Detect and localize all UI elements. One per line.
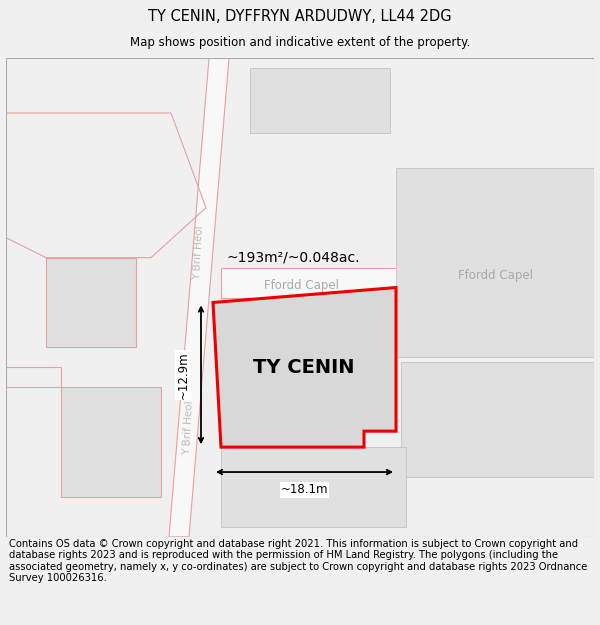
Text: ~193m²/~0.048ac.: ~193m²/~0.048ac. [226, 251, 359, 264]
Polygon shape [169, 58, 229, 537]
Polygon shape [250, 68, 390, 133]
Polygon shape [46, 258, 136, 348]
Polygon shape [396, 168, 596, 358]
Text: Contains OS data © Crown copyright and database right 2021. This information is : Contains OS data © Crown copyright and d… [9, 539, 587, 583]
Text: TY CENIN: TY CENIN [253, 358, 355, 377]
Text: ~12.9m: ~12.9m [176, 351, 190, 399]
Text: Map shows position and indicative extent of the property.: Map shows position and indicative extent… [130, 36, 470, 49]
Text: Y Brif Heol: Y Brif Heol [191, 225, 205, 280]
Polygon shape [401, 362, 596, 477]
Text: TY CENIN, DYFFRYN ARDUDWY, LL44 2DG: TY CENIN, DYFFRYN ARDUDWY, LL44 2DG [148, 9, 452, 24]
Text: Ffordd Capel: Ffordd Capel [458, 269, 533, 282]
Text: ~18.1m: ~18.1m [281, 484, 328, 496]
Polygon shape [221, 447, 406, 527]
Polygon shape [221, 268, 596, 298]
Text: Ffordd Capel: Ffordd Capel [263, 279, 338, 292]
Polygon shape [61, 388, 161, 497]
Text: Y Brif Heol: Y Brif Heol [182, 399, 194, 454]
Polygon shape [213, 288, 396, 447]
